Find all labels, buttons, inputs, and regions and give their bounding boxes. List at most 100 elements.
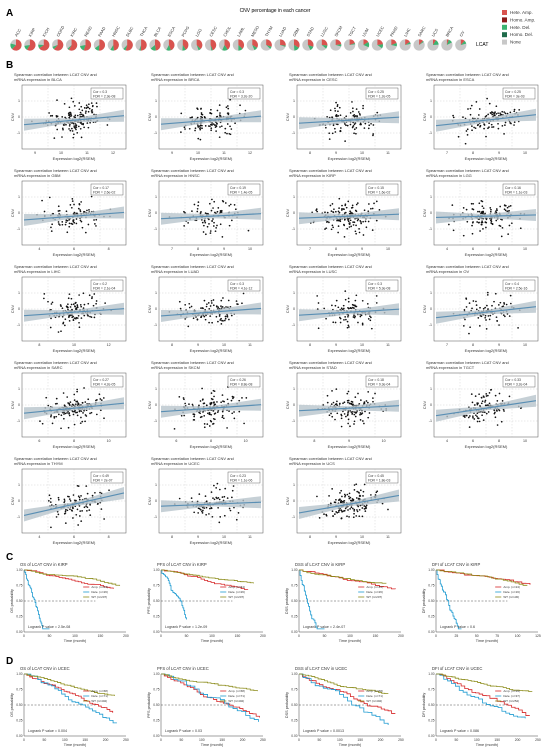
- y-tick-label: 0: [293, 115, 295, 119]
- scatter-plot: Spearman correlation between LCAT CNV an…: [285, 72, 402, 161]
- y-axis-label: CNV: [10, 400, 15, 409]
- x-tick-label: 200: [240, 738, 246, 742]
- x-axis-label: Time (month): [64, 743, 87, 747]
- plot-title: mRNA expression in CESC: [289, 77, 338, 82]
- plot-title: PFS of LCAT CNV in UCEC: [157, 666, 209, 671]
- y-tick-label: 0.75: [291, 688, 297, 692]
- cnv-pie: [385, 39, 397, 51]
- legend-label: Dele. (n=26): [91, 590, 108, 594]
- scatter-plot: Spearman correlation between LCAT CNV an…: [10, 264, 127, 353]
- y-tick-label: 1.00: [428, 568, 434, 572]
- plot-title: Spearman correlation between LCAT CNV an…: [14, 360, 97, 365]
- legend-label: WT (n=207): [91, 595, 107, 599]
- x-axis-label: Expression log2(RSEM): [53, 156, 96, 161]
- cnv-pie: [205, 39, 217, 51]
- regression-line: [435, 214, 537, 219]
- x-tick-label: 10: [107, 439, 111, 443]
- stat-fdr: FDR = 8.8e-08: [230, 383, 252, 387]
- survival-curve: [436, 673, 526, 719]
- scatter-plot: Spearman correlation between LCAT CNV an…: [147, 264, 264, 353]
- stats-box: [90, 279, 124, 292]
- panel-b-letter: B: [6, 60, 13, 71]
- x-tick-label: 8: [335, 247, 337, 251]
- x-tick-label: 4: [446, 439, 448, 443]
- regression-line: [160, 501, 262, 507]
- cancer-label: ACC: [14, 28, 23, 38]
- cnv-pie: [344, 39, 356, 51]
- survival-curve: [299, 569, 325, 630]
- plot-title: Spearman correlation between LCAT CNV an…: [14, 72, 97, 77]
- x-axis-label: Expression log2(RSEM): [190, 540, 233, 545]
- y-tick-label: 0.25: [291, 615, 297, 619]
- x-axis-label: Expression log2(RSEM): [190, 252, 233, 257]
- plot-title: OS of LCAT CNV in UCEC: [20, 666, 70, 671]
- y-tick-label: 1: [430, 99, 432, 103]
- stats-box: [227, 279, 261, 292]
- x-tick-label: 7: [446, 151, 448, 155]
- legend-label: WT (n=252): [503, 699, 519, 703]
- cancer-label: UCS: [431, 27, 440, 37]
- x-axis-label: Expression log2(RSEM): [53, 348, 96, 353]
- scatter-plot: Spearman correlation between LCAT CNV an…: [147, 456, 264, 545]
- cnv-legend: Hete. Amp. Homo. Amp. Hete. Del. Homo. Del.…: [502, 10, 535, 45]
- stat-fdr: FDR = 1.1e-03: [505, 191, 527, 195]
- x-tick-label: 100: [515, 634, 521, 638]
- y-tick-label: -1: [17, 227, 20, 231]
- plot-title: Spearman correlation between LCAT CNV an…: [14, 264, 97, 269]
- survival-curve: [24, 569, 114, 589]
- x-tick-label: 8: [309, 343, 311, 347]
- y-tick-label: 0.25: [428, 615, 434, 619]
- y-axis-label: CNV: [285, 112, 290, 121]
- y-axis-label: CNV: [285, 496, 290, 505]
- regression-line: [23, 402, 125, 414]
- cnv-pie-row: [10, 39, 467, 51]
- x-tick-label: 8: [472, 151, 474, 155]
- x-tick-label: 11: [248, 535, 252, 539]
- stat-cor: Cor = 0.3: [93, 90, 107, 94]
- x-tick-label: 9: [34, 151, 36, 155]
- cnv-pie: [441, 39, 453, 51]
- stat-cor: Cor = 0.3: [230, 282, 244, 286]
- cancer-label: PRAD: [389, 25, 399, 37]
- y-tick-label: 0.50: [291, 599, 297, 603]
- x-tick-label: 200: [103, 738, 109, 742]
- x-tick-label: 100: [209, 634, 215, 638]
- x-axis-label: Time (month): [201, 639, 224, 643]
- x-tick-label: 50: [475, 634, 479, 638]
- cnv-pie: [121, 39, 133, 51]
- y-tick-label: 0.75: [16, 584, 22, 588]
- cnv-pie: [218, 39, 231, 51]
- plot-title: Spearman correlation between LCAT CNV an…: [289, 72, 372, 77]
- plot-title: Spearman correlation between LCAT CNV an…: [151, 264, 234, 269]
- plot-axes: [435, 570, 538, 633]
- y-tick-label: 1: [155, 99, 157, 103]
- x-tick-label: 8: [108, 247, 110, 251]
- cnv-pie: [93, 39, 105, 51]
- stat-fdr: FDR = 3.2e-20: [230, 95, 252, 99]
- y-tick-label: 1: [18, 195, 20, 199]
- x-tick-label: 50: [48, 634, 52, 638]
- y-tick-label: -1: [292, 131, 295, 135]
- plot-title: DFI of LCAT CNV in KIRP: [432, 562, 480, 567]
- regression-line: [160, 307, 262, 317]
- legend-label: Hete. Amp.: [510, 10, 533, 15]
- y-tick-label: 1: [430, 291, 432, 295]
- legend-label: WT (n=402): [91, 699, 107, 703]
- gene-label: LCAT: [476, 42, 488, 48]
- legend-label: Amp. (n=24): [503, 585, 520, 589]
- plot-axes: [160, 570, 263, 633]
- y-tick-label: -1: [17, 515, 20, 519]
- plot-title: Spearman correlation between LCAT CNV an…: [289, 456, 372, 461]
- x-tick-label: 6: [175, 439, 177, 443]
- plot-title: DSS of LCAT CNV in KIRP: [295, 562, 345, 567]
- stats-box: [365, 183, 399, 196]
- x-tick-label: 9: [361, 247, 363, 251]
- logrank-pvalue: Logrank P value = 2.5e-08: [28, 625, 70, 629]
- plot-title: Spearman correlation between LCAT CNV an…: [289, 264, 372, 269]
- x-axis-label: Expression log2(RSEM): [328, 444, 371, 449]
- plot-axes: [298, 674, 401, 737]
- cnv-pie: [302, 39, 314, 51]
- y-tick-label: 0: [155, 403, 157, 407]
